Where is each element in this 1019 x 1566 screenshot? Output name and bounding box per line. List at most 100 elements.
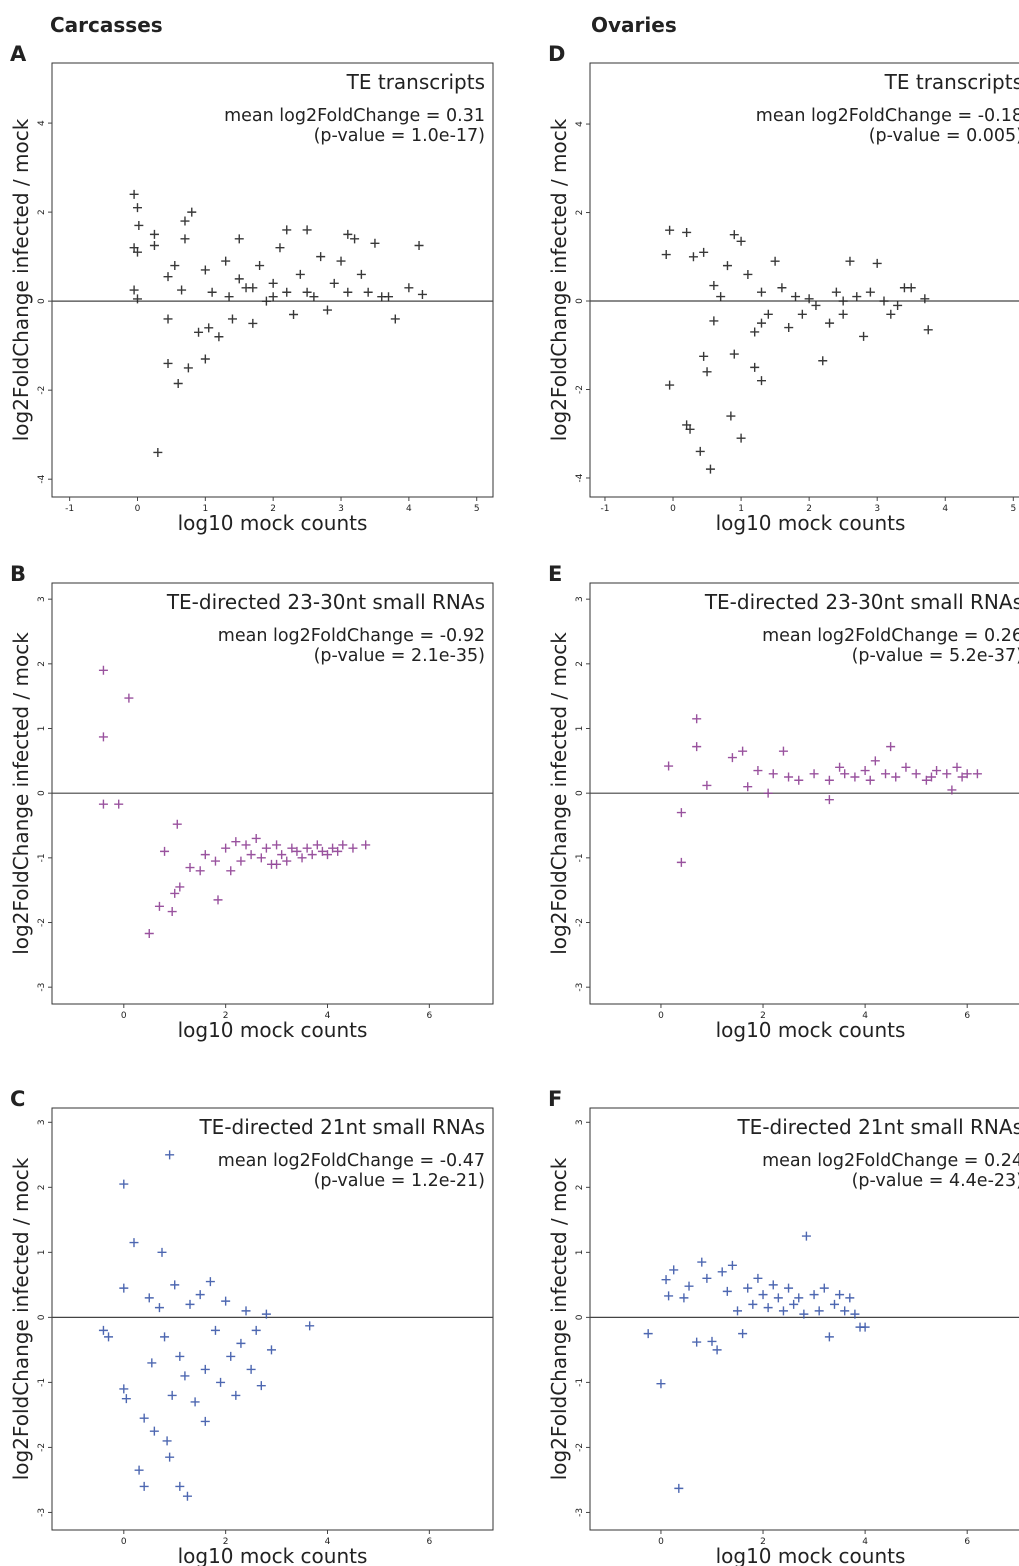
data-point bbox=[886, 309, 896, 319]
data-point bbox=[289, 309, 299, 319]
data-point bbox=[234, 234, 244, 244]
data-point bbox=[743, 269, 753, 279]
x-tick-label: 6 bbox=[964, 1011, 970, 1021]
data-point bbox=[923, 325, 933, 335]
data-point bbox=[676, 808, 686, 818]
data-point bbox=[692, 742, 702, 752]
y-axis-label: log2FoldChange infected / mock bbox=[547, 1157, 571, 1480]
data-point bbox=[121, 1394, 131, 1404]
data-point bbox=[727, 753, 737, 763]
x-tick-label: 0 bbox=[121, 1011, 127, 1021]
data-point bbox=[149, 1426, 159, 1436]
data-point bbox=[162, 1436, 172, 1446]
x-tick-label: 0 bbox=[121, 1537, 127, 1547]
x-tick-label: 2 bbox=[223, 1537, 229, 1547]
data-point bbox=[221, 843, 231, 853]
data-point bbox=[165, 1150, 175, 1160]
data-point bbox=[709, 281, 719, 291]
x-tick-label: 6 bbox=[426, 1011, 432, 1021]
x-tick-label: 0 bbox=[658, 1537, 664, 1547]
data-point bbox=[722, 261, 732, 271]
data-point bbox=[852, 292, 862, 302]
panel-letter: D bbox=[548, 42, 565, 66]
data-point bbox=[870, 756, 880, 766]
y-tick-label: 1 bbox=[575, 1249, 585, 1255]
data-point bbox=[957, 772, 967, 782]
data-point bbox=[684, 1281, 694, 1291]
data-point bbox=[160, 846, 170, 856]
data-point bbox=[778, 746, 788, 756]
data-point bbox=[757, 287, 766, 297]
x-tick-label: 3 bbox=[874, 504, 880, 514]
data-point bbox=[688, 252, 698, 262]
data-point bbox=[743, 782, 753, 792]
data-point bbox=[794, 775, 804, 785]
annotation: mean log2FoldChange = -0.47 bbox=[218, 1151, 485, 1171]
data-point bbox=[261, 296, 271, 306]
data-point bbox=[824, 775, 834, 785]
data-point bbox=[348, 843, 358, 853]
y-tick-label: -2 bbox=[37, 386, 47, 395]
data-point bbox=[316, 252, 326, 262]
data-point bbox=[139, 1481, 149, 1491]
data-point bbox=[343, 229, 353, 239]
data-point bbox=[144, 929, 154, 939]
y-tick-label: 4 bbox=[575, 121, 585, 127]
data-point bbox=[414, 241, 424, 251]
data-point bbox=[859, 331, 869, 341]
data-point bbox=[906, 283, 916, 293]
data-point bbox=[226, 866, 236, 876]
data-point bbox=[261, 843, 271, 853]
data-point bbox=[838, 296, 848, 306]
data-point bbox=[322, 305, 332, 315]
data-point bbox=[726, 411, 736, 421]
data-point bbox=[784, 772, 794, 782]
data-point bbox=[865, 775, 875, 785]
y-axis-label: log2FoldChange infected / mock bbox=[547, 632, 571, 955]
data-point bbox=[729, 349, 739, 359]
data-point bbox=[758, 1290, 768, 1300]
data-point bbox=[200, 265, 210, 275]
data-point bbox=[770, 256, 780, 266]
y-tick-label: 0 bbox=[37, 1314, 47, 1320]
data-point bbox=[831, 287, 841, 297]
data-point bbox=[729, 230, 739, 240]
data-point bbox=[328, 843, 338, 853]
data-point bbox=[819, 1283, 829, 1293]
column-title: Ovaries bbox=[591, 13, 677, 37]
data-point bbox=[154, 1303, 164, 1313]
data-point bbox=[200, 850, 210, 860]
data-point bbox=[811, 300, 821, 310]
x-axis-label: log10 mock counts bbox=[178, 511, 368, 535]
x-axis-label: log10 mock counts bbox=[716, 1018, 906, 1042]
data-point bbox=[717, 1267, 727, 1277]
x-tick-label: 4 bbox=[862, 1537, 868, 1547]
data-point bbox=[165, 1452, 175, 1462]
data-point bbox=[921, 775, 931, 785]
data-point bbox=[256, 1381, 266, 1391]
data-point bbox=[881, 769, 891, 779]
panel-letter: F bbox=[548, 1087, 562, 1111]
data-point bbox=[119, 1283, 129, 1293]
data-point bbox=[865, 287, 875, 297]
data-point bbox=[845, 1293, 855, 1303]
data-point bbox=[221, 256, 231, 266]
data-point bbox=[860, 766, 870, 776]
data-point bbox=[119, 1384, 129, 1394]
data-point bbox=[157, 1247, 167, 1257]
y-tick-label: -1 bbox=[37, 1378, 47, 1387]
data-point bbox=[893, 300, 903, 310]
y-tick-label: -2 bbox=[575, 385, 585, 394]
y-tick-label: -3 bbox=[575, 1508, 585, 1517]
data-point bbox=[256, 853, 266, 863]
x-tick-label: 2 bbox=[806, 504, 812, 514]
data-point bbox=[251, 833, 261, 843]
data-point bbox=[241, 1306, 251, 1316]
data-point bbox=[757, 376, 766, 386]
data-point bbox=[98, 732, 108, 742]
data-point bbox=[801, 1231, 811, 1241]
data-point bbox=[818, 356, 828, 366]
chart-title: TE transcripts bbox=[884, 70, 1019, 94]
chart-title: TE-directed 21nt small RNAs bbox=[736, 1115, 1019, 1139]
y-tick-label: -1 bbox=[37, 853, 47, 862]
